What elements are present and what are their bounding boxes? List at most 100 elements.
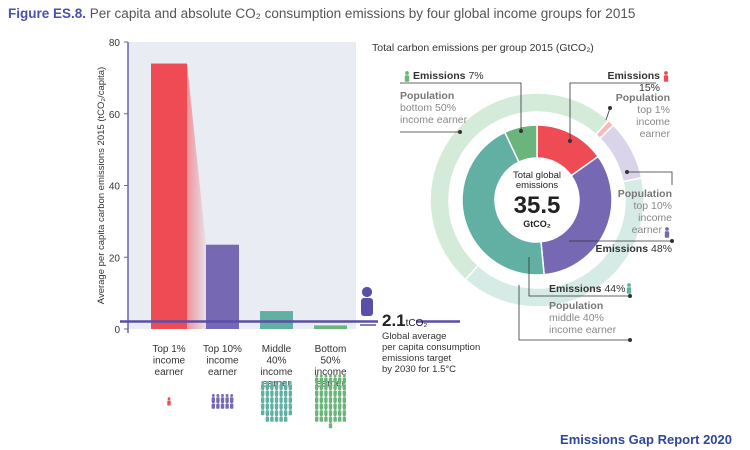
body <box>333 416 337 422</box>
head <box>338 407 342 410</box>
head <box>342 394 346 397</box>
body <box>230 403 234 409</box>
body <box>663 75 669 82</box>
population-segment-3 <box>429 92 610 281</box>
bar-2 <box>260 311 293 329</box>
body <box>324 416 328 422</box>
head <box>329 400 332 404</box>
head <box>230 394 234 397</box>
leader-dot <box>568 139 572 143</box>
head <box>333 394 337 397</box>
body <box>338 416 342 422</box>
category-label: income <box>153 356 186 367</box>
reference-description: Global average per capita consumption emis… <box>382 331 481 375</box>
head <box>324 387 328 391</box>
head <box>270 407 274 410</box>
head <box>361 286 373 298</box>
head <box>338 394 342 397</box>
category-label: income <box>206 356 239 367</box>
label-population-middle: Population middle 40% income earner <box>549 300 617 336</box>
category-label: Top 10% <box>203 344 242 355</box>
head <box>225 394 229 397</box>
body <box>319 416 323 422</box>
category-label: Middle <box>262 344 292 355</box>
head <box>261 394 265 397</box>
head <box>270 413 274 417</box>
head <box>288 394 292 397</box>
head <box>333 407 337 410</box>
head <box>288 387 292 391</box>
body <box>274 416 279 422</box>
person-icon-group-2 <box>265 413 269 422</box>
head <box>279 413 283 417</box>
category-label: Bottom <box>315 344 347 355</box>
person-icon-group-1 <box>220 400 225 409</box>
head <box>261 400 265 404</box>
person-icon-group-1 <box>216 400 220 409</box>
head <box>275 394 278 397</box>
bar-1 <box>206 244 239 329</box>
figure-title: Figure ES.8. Per capita and absolute CO₂… <box>8 6 635 21</box>
head <box>211 400 215 404</box>
head <box>275 407 278 410</box>
figure-title-text: Per capita and absolute CO₂ consumption … <box>89 6 636 21</box>
label-population-top1: Population top 1% income earner <box>615 92 670 140</box>
body <box>265 416 269 422</box>
head <box>324 394 328 397</box>
head <box>270 381 274 384</box>
category-label: 50% <box>320 356 340 367</box>
head <box>338 413 342 417</box>
body <box>664 231 670 238</box>
category-label: earner <box>208 367 238 378</box>
body <box>288 410 292 416</box>
head <box>270 400 274 404</box>
head <box>627 283 631 287</box>
head <box>284 400 288 404</box>
head <box>279 381 283 384</box>
body <box>216 403 220 409</box>
body <box>284 416 288 422</box>
head <box>315 374 319 378</box>
head <box>261 381 265 384</box>
leader-line <box>569 82 656 141</box>
y-tick-label: 80 <box>109 38 121 49</box>
head <box>230 400 234 404</box>
body <box>342 416 346 422</box>
body <box>261 410 265 416</box>
person-icon-group-3 <box>319 413 323 422</box>
category-label: income <box>260 367 293 378</box>
head <box>288 381 292 384</box>
head <box>319 381 323 384</box>
head <box>275 387 278 391</box>
head <box>315 413 319 417</box>
person-icon-group-3 <box>324 413 328 422</box>
emissions-segment-3 <box>503 124 538 164</box>
person-icon-group-2 <box>261 407 265 416</box>
head <box>284 387 288 391</box>
head <box>284 381 288 384</box>
head <box>284 413 288 417</box>
person-icon-group-1 <box>225 400 229 409</box>
head <box>275 413 278 417</box>
head <box>211 394 215 397</box>
head <box>167 397 171 401</box>
figure-label: Figure ES.8. <box>8 6 87 21</box>
head <box>342 374 346 378</box>
leader-line <box>400 82 522 131</box>
head <box>329 381 332 384</box>
bar-connector-shade <box>187 63 206 330</box>
head <box>261 407 265 410</box>
head <box>324 400 328 404</box>
label-emissions-top10: Emissions 48% <box>595 243 672 255</box>
category-label: income <box>314 367 347 378</box>
head <box>315 400 319 404</box>
leader-dot <box>628 294 632 298</box>
report-footer: Emissions Gap Report 2020 <box>560 432 732 447</box>
head <box>225 400 229 404</box>
head <box>338 387 342 391</box>
head <box>342 413 346 417</box>
person-icon-middle40 <box>626 283 632 294</box>
leader-dot <box>519 129 523 133</box>
